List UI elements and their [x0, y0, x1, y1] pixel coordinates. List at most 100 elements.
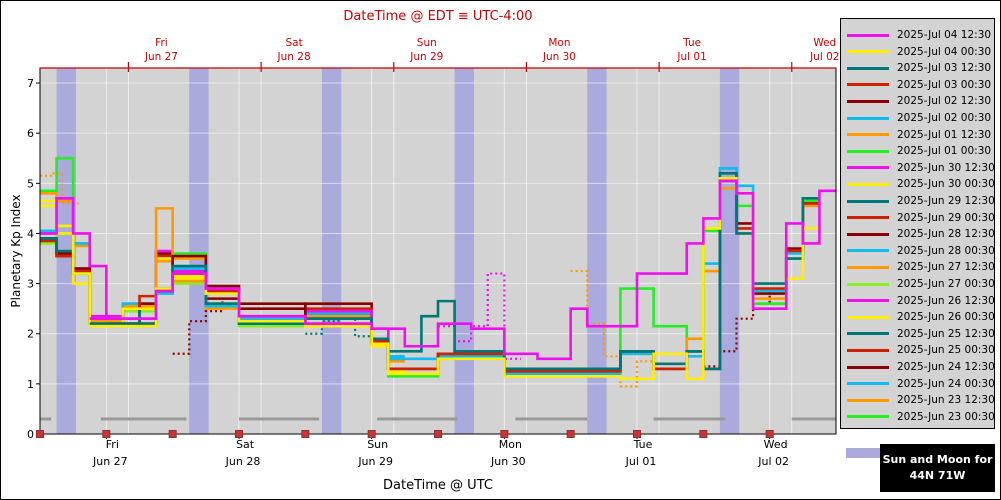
legend-swatch	[847, 382, 889, 386]
top-tick-day: Sat	[286, 37, 303, 49]
bottom-tick-day: Sat	[236, 438, 255, 451]
top-tick-day: Mon	[548, 37, 570, 49]
moon-bar	[377, 417, 458, 421]
legend-label: 2025-Jun 29 12:30	[897, 195, 995, 207]
legend-swatch	[847, 83, 889, 87]
legend-swatch	[847, 166, 889, 170]
legend-label: 2025-Jul 02 00:30	[897, 112, 992, 124]
legend-label: 2025-Jun 27 00:30	[897, 278, 995, 290]
y-tick-label: 7	[27, 77, 34, 90]
legend-label: 2025-Jun 28 12:30	[897, 228, 995, 241]
time-marker	[434, 430, 442, 438]
legend-swatch	[847, 66, 889, 70]
forecast-line	[438, 272, 521, 360]
night-band	[719, 68, 740, 434]
legend-item: 2025-Jul 01 00:30	[847, 142, 991, 160]
legend-swatch	[847, 365, 889, 369]
time-marker	[168, 430, 177, 438]
legend-item: 2025-Jul 02 12:30	[847, 92, 991, 110]
time-marker	[765, 430, 774, 438]
sun-moon-label-line1: Sun and Moon for	[882, 453, 993, 466]
legend-swatch	[847, 282, 889, 286]
bottom-tick-date: Jul 02	[757, 455, 789, 468]
legend-label: 2025-Jul 04 12:30	[897, 29, 992, 41]
series-line	[89, 171, 820, 371]
time-marker	[699, 430, 708, 438]
legend-label: 2025-Jul 03 12:30	[897, 62, 992, 75]
bottom-tick-date: Jun 27	[92, 455, 128, 468]
bottom-tick-day: Wed	[764, 438, 788, 451]
legend-item: 2025-Jun 27 12:30	[847, 258, 995, 276]
y-tick-label: 2	[27, 328, 34, 341]
bottom-tick-day: Tue	[633, 438, 653, 451]
y-tick-label: 1	[27, 378, 34, 391]
y-tick-label: 3	[27, 278, 34, 291]
bottom-tick-date: Jun 28	[225, 455, 261, 468]
legend-swatch	[847, 249, 889, 253]
forecast-line	[570, 269, 654, 388]
legend-item: 2025-Jun 23 00:30	[847, 408, 995, 426]
legend-swatch	[847, 348, 889, 352]
bottom-tick-day: Sun	[367, 438, 388, 451]
legend-moon-swatch	[846, 466, 880, 474]
y-axis-label: Planetary Kp Index	[9, 194, 23, 307]
legend-label: 2025-Jul 02 12:30	[897, 95, 992, 108]
time-marker	[301, 430, 310, 438]
sun-moon-label-line2: 44N 71W	[909, 469, 966, 482]
time-marker	[235, 430, 243, 438]
night-band	[189, 68, 209, 434]
top-tick-date: Jun 29	[409, 51, 443, 63]
legend-item: 2025-Jun 25 00:30	[847, 341, 995, 359]
moon-bar	[653, 417, 726, 421]
legend-swatch	[847, 199, 889, 203]
chart-title: DateTime @ EDT ≡ UTC-4:00	[343, 9, 532, 24]
x-axis-label: DateTime @ UTC	[383, 478, 493, 493]
legend: 2025-Jul 04 12:30 2025-Jul 04 00:30 2025-J…	[840, 18, 995, 429]
time-marker	[36, 430, 44, 438]
top-tick-date: Jun 30	[542, 51, 576, 63]
legend-swatch	[847, 116, 889, 120]
legend-label: 2025-Jun 24 00:30	[897, 377, 995, 390]
legend-item: 2025-Jun 30 12:30	[847, 159, 995, 177]
legend-item: 2025-Jun 28 00:30	[847, 242, 995, 260]
legend-label: 2025-Jun 23 00:30	[897, 410, 995, 423]
y-tick-label: 5	[27, 177, 34, 190]
legend-item: 2025-Jun 24 12:30	[847, 358, 995, 376]
legend-label: 2025-Jun 30 12:30	[897, 161, 995, 174]
legend-swatch	[847, 50, 889, 54]
legend-item: 2025-Jun 27 00:30	[847, 275, 995, 293]
bottom-tick-date: Jun 29	[357, 455, 393, 468]
legend-label: 2025-Jun 25 12:30	[897, 327, 995, 340]
legend-item: 2025-Jun 23 12:30	[847, 391, 995, 409]
legend-swatch	[847, 182, 889, 186]
legend-item: 2025-Jun 26 12:30	[847, 292, 995, 310]
legend-item: 2025-Jun 30 00:30	[847, 175, 995, 193]
legend-item: 2025-Jul 04 00:30	[847, 43, 991, 61]
legend-item: 2025-Jul 02 00:30	[847, 109, 991, 127]
bottom-tick-date: Jul 01	[625, 455, 657, 468]
moon-bar	[40, 417, 52, 421]
top-tick-date: Jul 02	[809, 51, 839, 63]
legend-label: 2025-Jun 26 00:30	[897, 311, 995, 324]
legend-swatch	[847, 415, 889, 419]
night-band	[587, 68, 607, 434]
legend-label: 2025-Jul 03 00:30	[897, 78, 992, 91]
legend-label: 2025-Jun 28 00:30	[897, 244, 995, 257]
top-tick-date: Jun 27	[144, 51, 178, 63]
night-band	[454, 68, 474, 434]
legend-label: 2025-Jul 01 12:30	[897, 128, 992, 141]
series-line	[106, 179, 820, 373]
legend-swatch	[847, 133, 889, 137]
night-band	[321, 68, 342, 434]
top-tick-date: Jul 01	[676, 51, 706, 63]
legend-item: 2025-Jun 28 12:30	[847, 225, 995, 243]
legend-item: 2025-Jun 29 12:30	[847, 192, 995, 210]
sun-moon-label: Sun and Moon for 44N 71W	[880, 444, 995, 492]
legend-label: 2025-Jun 26 12:30	[897, 294, 995, 307]
legend-label: 2025-Jul 01 00:30	[897, 145, 992, 158]
legend-item: 2025-Jul 03 00:30	[847, 76, 991, 94]
legend-swatch	[847, 149, 889, 153]
time-marker	[367, 430, 376, 438]
moon-bar	[791, 417, 836, 421]
legend-item: 2025-Jul 01 12:30	[847, 126, 991, 144]
